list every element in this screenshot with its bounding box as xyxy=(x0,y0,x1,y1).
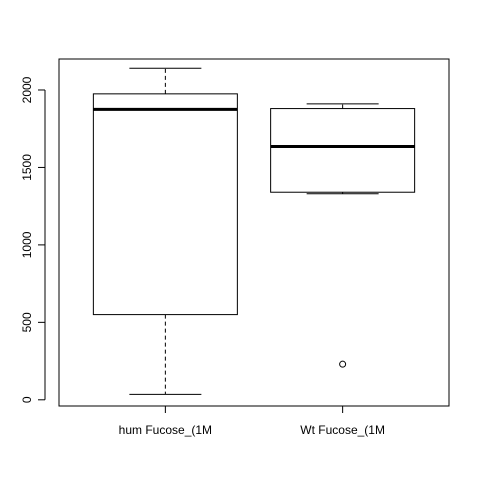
box-iqr xyxy=(92,93,238,316)
y-tick-label: 500 xyxy=(20,312,34,332)
y-tick-label: 1500 xyxy=(20,154,34,181)
box-iqr xyxy=(270,108,416,193)
y-axis: 0 500 1000 1500 2000 xyxy=(20,76,46,403)
plot-frame xyxy=(58,58,450,407)
box-group xyxy=(270,103,416,368)
boxes xyxy=(92,67,416,395)
y-tick-label: 2000 xyxy=(20,76,34,103)
x-axis: hum Fucose_(1M Wt Fucose_(1M xyxy=(119,406,385,437)
y-tick-label: 1000 xyxy=(20,231,34,258)
y-tick-label: 0 xyxy=(20,396,34,403)
outlier-point xyxy=(339,360,347,368)
box-group xyxy=(92,67,238,395)
x-tick-label: Wt Fucose_(1M xyxy=(300,423,385,437)
x-tick-label: hum Fucose_(1M xyxy=(119,423,212,437)
